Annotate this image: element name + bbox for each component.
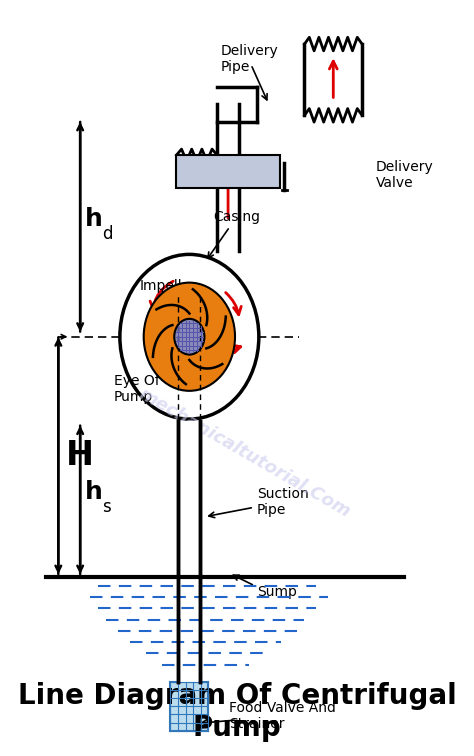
- Text: h: h: [85, 207, 103, 231]
- Text: Impeller: Impeller: [139, 279, 196, 298]
- Text: Suction
Pipe: Suction Pipe: [209, 487, 309, 518]
- Text: Delivery
Valve: Delivery Valve: [376, 160, 434, 191]
- Text: Casing: Casing: [208, 210, 260, 258]
- Bar: [178, 420, 201, 682]
- Text: d: d: [102, 225, 112, 243]
- Text: Line Diagram Of Centrifugal
Pump: Line Diagram Of Centrifugal Pump: [18, 682, 456, 742]
- Text: Sump: Sump: [257, 585, 297, 599]
- Text: H: H: [65, 439, 93, 472]
- Ellipse shape: [120, 254, 259, 419]
- Bar: [171, 682, 208, 731]
- Text: Food Valve And
Strainer: Food Valve And Strainer: [229, 701, 336, 731]
- Text: Eye Of
Pump: Eye Of Pump: [114, 373, 160, 404]
- Text: mechanicaltutorial.Com: mechanicaltutorial.Com: [136, 385, 354, 521]
- Text: h: h: [85, 480, 103, 504]
- Text: s: s: [102, 498, 111, 516]
- Ellipse shape: [144, 283, 235, 391]
- Ellipse shape: [174, 319, 204, 355]
- Bar: [176, 155, 280, 188]
- Text: Delivery
Pipe: Delivery Pipe: [221, 44, 279, 74]
